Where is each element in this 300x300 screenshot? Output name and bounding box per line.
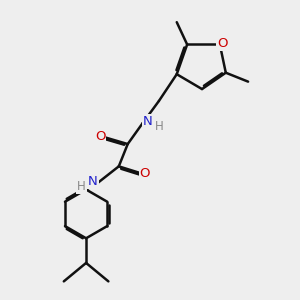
Text: O: O: [217, 37, 227, 50]
Text: H: H: [154, 120, 163, 133]
Text: N: N: [143, 115, 153, 128]
Text: O: O: [140, 167, 150, 180]
Text: N: N: [88, 175, 98, 188]
Text: H: H: [77, 180, 86, 193]
Text: O: O: [95, 130, 105, 142]
